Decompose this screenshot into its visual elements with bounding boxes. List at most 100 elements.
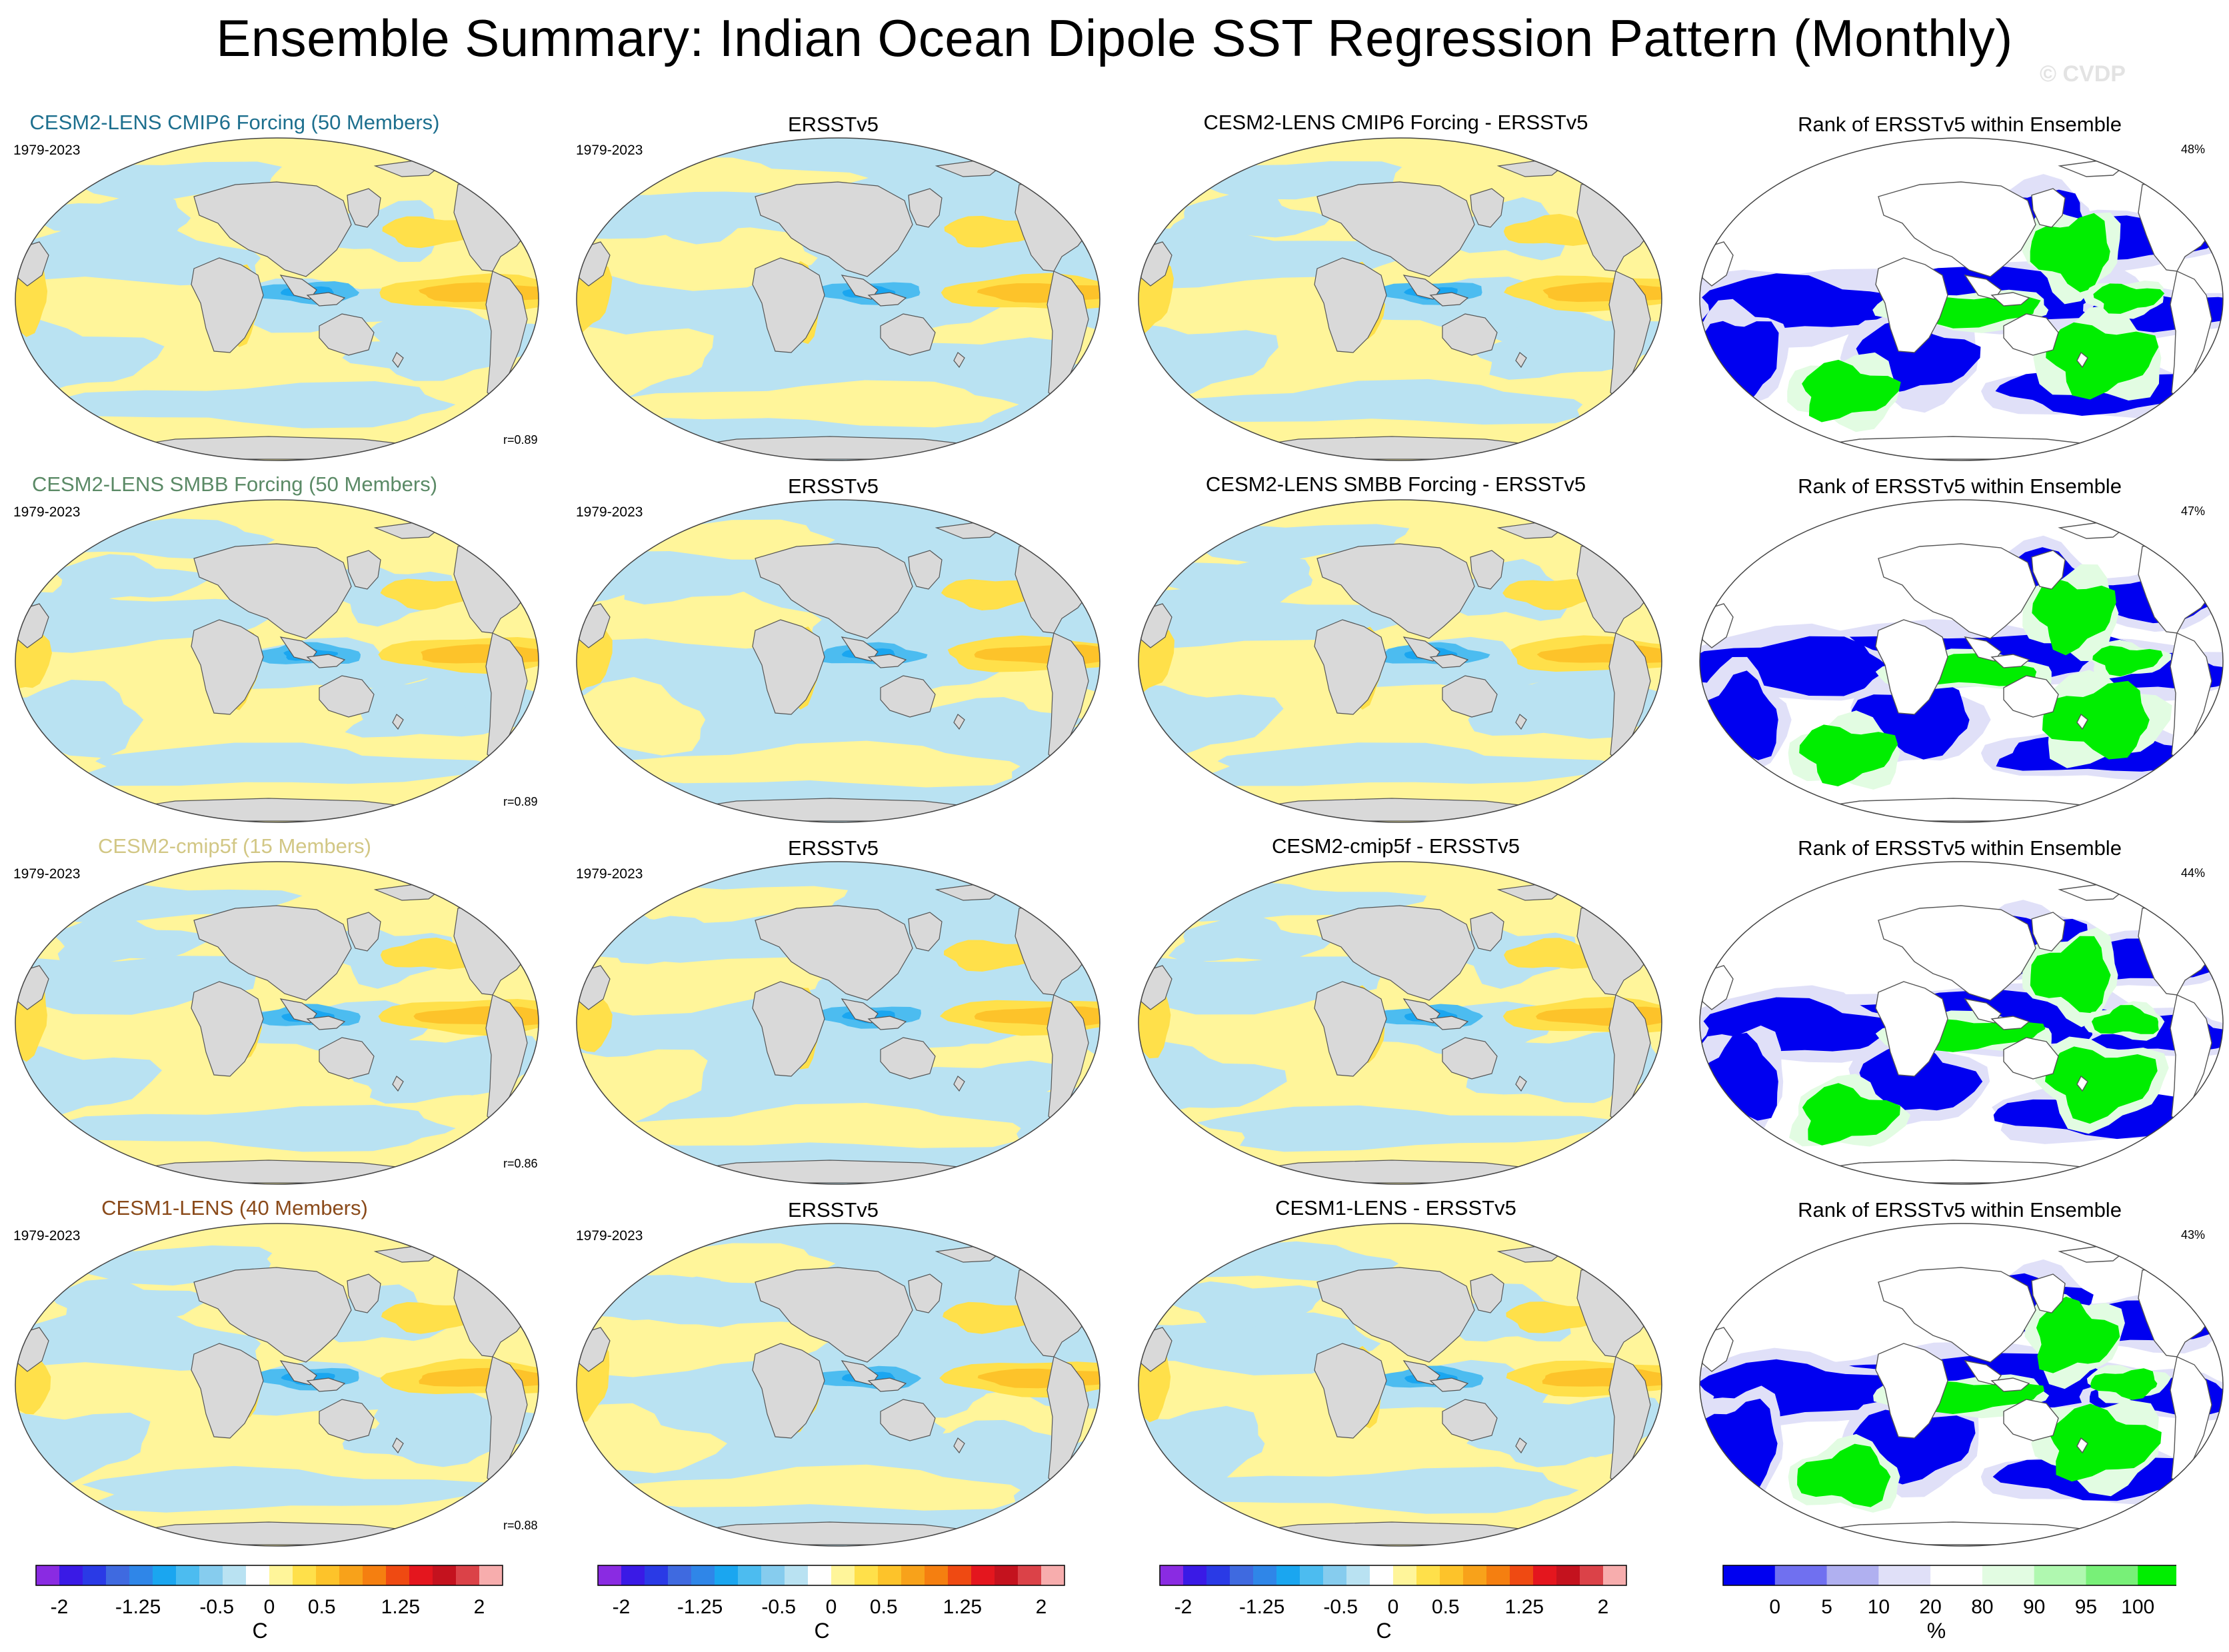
colorbar-swatch bbox=[1183, 1565, 1207, 1585]
colorbar-swatch bbox=[223, 1565, 247, 1585]
colorbar-swatch bbox=[691, 1565, 715, 1585]
colorbar-swatch bbox=[269, 1565, 293, 1585]
colorbar-tick-label: -0.5 bbox=[1323, 1596, 1358, 1618]
colorbar-swatch bbox=[1041, 1565, 1065, 1585]
colorbar-unit: C bbox=[814, 1619, 829, 1643]
rank-title: Rank of ERSSTv5 within Ensemble bbox=[1798, 474, 2122, 498]
colorbar-swatch bbox=[1276, 1565, 1300, 1585]
colorbar-swatch bbox=[1982, 1565, 2035, 1585]
period-label: 1979-2023 bbox=[13, 866, 81, 882]
colorbar-tick-label: -0.5 bbox=[199, 1596, 234, 1618]
rank-percent: 44% bbox=[2181, 866, 2206, 880]
colorbar-tick-label: 20 bbox=[1919, 1596, 1941, 1618]
colorbar-swatch bbox=[83, 1565, 107, 1585]
colorbar-tick-label: -1.25 bbox=[115, 1596, 161, 1618]
period-label: 1979-2023 bbox=[13, 504, 81, 520]
colorbar-unit: C bbox=[252, 1619, 267, 1643]
rank-map bbox=[1699, 1223, 2224, 1547]
sst-regression-map bbox=[1138, 1223, 1662, 1547]
colorbar-swatch bbox=[1440, 1565, 1464, 1585]
period-label: 1979-2023 bbox=[576, 866, 643, 882]
colorbar-tick-label: 0.5 bbox=[308, 1596, 336, 1618]
colorbar-unit: C bbox=[1376, 1619, 1391, 1643]
colorbar-tick-label: 10 bbox=[1868, 1596, 1890, 1618]
colorbar-swatch bbox=[153, 1565, 177, 1585]
colorbar-tick-label: 80 bbox=[1971, 1596, 1993, 1618]
figure-title: Ensemble Summary: Indian Ocean Dipole SS… bbox=[216, 9, 2013, 67]
colorbar-swatch bbox=[2034, 1565, 2087, 1585]
colorbar-swatch bbox=[1774, 1565, 1828, 1585]
colorbar-swatch bbox=[1603, 1565, 1627, 1585]
sst-regression-map bbox=[576, 137, 1101, 461]
colorbar-swatch bbox=[1930, 1565, 1983, 1585]
colorbar-swatch bbox=[715, 1565, 739, 1585]
sst-colorbar: -2 -1.25 -0.5 0 0.5 1.25 2 C bbox=[35, 1565, 503, 1643]
pattern-correlation: r=0.86 bbox=[503, 1157, 538, 1170]
colorbar-swatch bbox=[995, 1565, 1019, 1585]
colorbar-tick-label: -2 bbox=[1174, 1596, 1192, 1618]
colorbar-tick-label: 90 bbox=[2023, 1596, 2045, 1618]
sst-regression-map bbox=[576, 1223, 1101, 1547]
observation-title: ERSSTv5 bbox=[787, 474, 879, 498]
colorbar-swatch bbox=[855, 1565, 879, 1585]
rank-map bbox=[1699, 499, 2224, 823]
colorbar-swatch bbox=[456, 1565, 480, 1585]
colorbar-swatch bbox=[1510, 1565, 1534, 1585]
rank-colorbar: 0 5 10 20 80 90 95 100% bbox=[1722, 1565, 2176, 1643]
colorbar-swatch bbox=[1018, 1565, 1042, 1585]
colorbar-swatch bbox=[36, 1565, 60, 1585]
pattern-correlation: r=0.88 bbox=[503, 1519, 538, 1532]
sst-regression-map bbox=[15, 499, 539, 823]
difference-title: CESM1-LENS - ERSSTv5 bbox=[1275, 1196, 1516, 1220]
sst-colorbar: -2 -1.25 -0.5 0 0.5 1.25 2 C bbox=[597, 1565, 1065, 1643]
sst-regression-map bbox=[1138, 861, 1662, 1185]
colorbar-swatch bbox=[1486, 1565, 1510, 1585]
colorbar-swatch bbox=[1253, 1565, 1277, 1585]
rank-percent: 47% bbox=[2181, 504, 2206, 518]
colorbar-tick-label: -1.25 bbox=[1239, 1596, 1284, 1618]
colorbar-swatch bbox=[761, 1565, 785, 1585]
colorbar-swatch bbox=[1370, 1565, 1394, 1585]
colorbar-swatch bbox=[1206, 1565, 1230, 1585]
colorbar-swatch bbox=[878, 1565, 902, 1585]
colorbar-swatch bbox=[971, 1565, 995, 1585]
difference-title: CESM2-LENS CMIP6 Forcing - ERSSTv5 bbox=[1203, 111, 1588, 134]
colorbar-swatch bbox=[246, 1565, 270, 1585]
colorbar-tick-label: 0 bbox=[1388, 1596, 1399, 1618]
colorbar-swatch bbox=[339, 1565, 363, 1585]
colorbar-tick-label: -2 bbox=[51, 1596, 69, 1618]
colorbar-swatch bbox=[363, 1565, 387, 1585]
colorbar-swatch bbox=[598, 1565, 622, 1585]
colorbar-swatch bbox=[1533, 1565, 1557, 1585]
colorbar-swatch bbox=[2138, 1565, 2176, 1585]
colorbar-swatch bbox=[1580, 1565, 1604, 1585]
colorbar-tick-label: -1.25 bbox=[677, 1596, 723, 1618]
colorbar-swatch bbox=[199, 1565, 223, 1585]
colorbar-swatch bbox=[1463, 1565, 1487, 1585]
sst-regression-map bbox=[15, 137, 539, 461]
colorbar-swatch bbox=[293, 1565, 317, 1585]
rank-title: Rank of ERSSTv5 within Ensemble bbox=[1798, 113, 2122, 136]
colorbar-swatch bbox=[409, 1565, 433, 1585]
colorbar-swatch bbox=[1346, 1565, 1370, 1585]
sst-regression-map bbox=[576, 499, 1101, 823]
colorbar-swatch bbox=[668, 1565, 692, 1585]
ensemble-mean-title: CESM2-LENS CMIP6 Forcing (50 Members) bbox=[29, 111, 440, 134]
colorbar-tick-label: 0 bbox=[1769, 1596, 1780, 1618]
period-label: 1979-2023 bbox=[13, 1228, 81, 1243]
period-label: 1979-2023 bbox=[576, 143, 643, 158]
sst-regression-map bbox=[1138, 499, 1662, 823]
colorbar-swatch bbox=[1826, 1565, 1879, 1585]
colorbar-swatch bbox=[1300, 1565, 1324, 1585]
colorbar-swatch bbox=[925, 1565, 949, 1585]
colorbar-swatch bbox=[1230, 1565, 1254, 1585]
colorbar-tick-label: 1.25 bbox=[381, 1596, 420, 1618]
sst-regression-map bbox=[576, 861, 1101, 1185]
colorbar-swatch bbox=[808, 1565, 832, 1585]
colorbar-tick-label: 0.5 bbox=[870, 1596, 898, 1618]
colorbar-unit: % bbox=[1927, 1619, 1946, 1643]
colorbar-swatch bbox=[2086, 1565, 2138, 1585]
colorbar-swatch bbox=[129, 1565, 153, 1585]
colorbar-tick-label: 0 bbox=[826, 1596, 837, 1618]
pattern-correlation: r=0.89 bbox=[503, 795, 538, 808]
